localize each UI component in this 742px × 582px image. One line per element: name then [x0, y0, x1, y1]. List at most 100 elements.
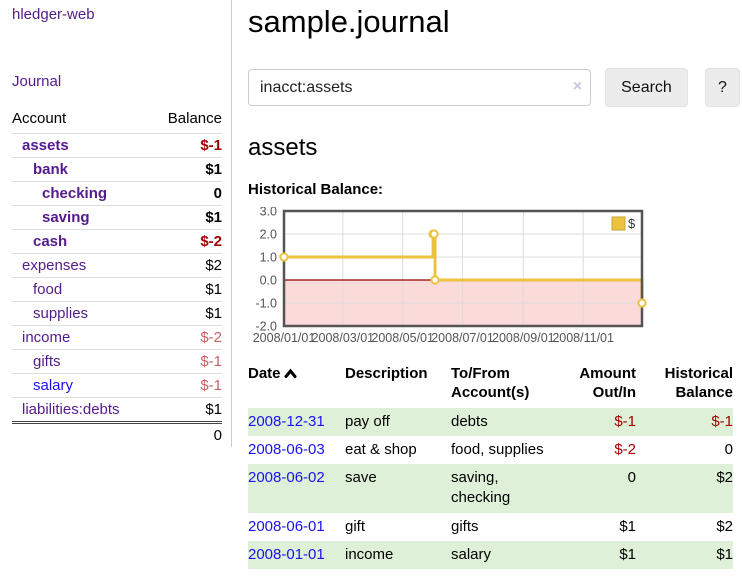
transaction-accounts: debts: [451, 412, 488, 430]
account-balance: $1: [151, 277, 222, 302]
svg-text:2008/05/01: 2008/05/01: [371, 331, 434, 345]
register-header-balance: Historical Balance: [664, 365, 733, 401]
account-balance: $-2: [151, 229, 222, 254]
transaction-date-link[interactable]: 2008-06-02: [248, 469, 325, 486]
transaction-row: 2008-06-02 save saving, checking 0 $2: [248, 464, 733, 513]
svg-text:0.0: 0.0: [260, 274, 277, 288]
svg-text:3.0: 3.0: [260, 207, 277, 219]
account-balance: $-1: [151, 349, 222, 374]
transaction-amount: $1: [619, 517, 636, 535]
transaction-accounts: salary: [451, 545, 492, 563]
transaction-accounts: food, supplies: [451, 440, 544, 458]
svg-text:2008/11/01: 2008/11/01: [552, 331, 614, 345]
transaction-description: save: [345, 469, 377, 486]
transaction-description: eat & shop: [345, 440, 417, 458]
transaction-balance: $1: [716, 545, 733, 563]
account-balance: $-1: [151, 373, 222, 398]
transaction-balance: $2: [716, 469, 733, 486]
svg-text:1.0: 1.0: [260, 251, 277, 265]
brand-link[interactable]: hledger-web: [12, 6, 95, 23]
transaction-date-link[interactable]: 2008-06-01: [248, 517, 325, 535]
sidebar-item-journal[interactable]: Journal: [12, 73, 62, 90]
accounts-header-balance: Balance: [167, 110, 222, 127]
transaction-accounts: saving, checking: [451, 469, 511, 507]
transaction-balance: 0: [724, 440, 733, 458]
sidebar: hledger-web Journal Account Balance asse…: [0, 0, 232, 447]
register-header-accounts: To/From Account(s): [451, 365, 530, 401]
account-row: cash $-2: [12, 229, 222, 254]
svg-text:-1.0: -1.0: [255, 297, 277, 311]
help-button[interactable]: ?: [704, 68, 740, 107]
transaction-amount: $-2: [614, 440, 636, 458]
account-link[interactable]: gifts: [33, 353, 61, 370]
svg-text:2008/01/01: 2008/01/01: [253, 331, 316, 345]
transaction-date-link[interactable]: 2008-12-31: [248, 412, 325, 430]
account-balance: $2: [151, 253, 222, 278]
account-row: salary $-1: [12, 373, 222, 398]
page-title: sample.journal: [248, 4, 450, 39]
account-balance: $-2: [151, 325, 222, 350]
account-balance: $1: [151, 301, 222, 326]
search-button[interactable]: Search: [605, 68, 688, 107]
account-balance: $1: [151, 397, 222, 423]
transaction-balance: $-1: [711, 412, 733, 430]
account-row: food $1: [12, 277, 222, 302]
account-balance: $-1: [151, 133, 222, 158]
svg-text:2.0: 2.0: [260, 228, 277, 242]
svg-text:2008/09/01: 2008/09/01: [492, 331, 555, 345]
account-link[interactable]: salary: [33, 377, 74, 394]
clear-search-icon[interactable]: ×: [572, 78, 583, 95]
search-bar: × Search ?: [248, 68, 740, 107]
account-link[interactable]: bank: [33, 161, 69, 178]
account-link[interactable]: saving: [42, 209, 90, 226]
search-box: ×: [248, 69, 592, 106]
transaction-accounts: gifts: [451, 517, 479, 535]
account-link[interactable]: supplies: [33, 305, 89, 322]
search-input[interactable]: [248, 69, 592, 106]
register-table: Date Description To/From Account(s) Amou…: [248, 363, 733, 569]
account-row: checking 0: [12, 181, 222, 206]
account-link[interactable]: assets: [22, 137, 69, 154]
svg-text:$: $: [628, 216, 636, 231]
historical-balance-chart: $3.0 2.0 1.0 0.0 -1.0 -2.0 2008/01/01 2008/03/0…: [248, 205, 740, 347]
account-row: bank $1: [12, 157, 222, 182]
account-link[interactable]: liabilities:debts: [22, 401, 120, 418]
accounts-header-row: Account Balance: [12, 107, 222, 134]
register-header-description: Description: [345, 365, 428, 382]
svg-text:2008/07/01: 2008/07/01: [431, 331, 494, 345]
account-heading: assets: [248, 134, 318, 161]
account-row: liabilities:debts $1: [12, 397, 222, 423]
account-row: expenses $2: [12, 253, 222, 278]
register-header-amount: Amount Out/In: [579, 365, 636, 401]
transaction-date-link[interactable]: 2008-01-01: [248, 545, 325, 563]
account-link[interactable]: expenses: [22, 257, 87, 274]
account-row: supplies $1: [12, 301, 222, 326]
transaction-row: 2008-01-01 income salary $1 $1: [248, 540, 733, 569]
transaction-balance: $2: [716, 517, 733, 535]
transaction-row: 2008-06-03 eat & shop food, supplies $-2 0: [248, 436, 733, 464]
account-link[interactable]: food: [33, 281, 63, 298]
svg-text:-2.0: -2.0: [255, 320, 277, 334]
transaction-row: 2008-06-01 gift gifts $1 $2: [248, 513, 733, 541]
account-balance: $1: [151, 157, 222, 182]
register-header-date[interactable]: Date: [248, 363, 345, 408]
transaction-description: income: [345, 545, 394, 563]
chart-title: Historical Balance:: [248, 181, 384, 198]
account-link[interactable]: checking: [42, 185, 108, 202]
accounts-total-row: 0: [12, 421, 222, 447]
transaction-amount: $-1: [614, 412, 636, 430]
account-row: assets $-1: [12, 133, 222, 158]
account-balance: $1: [151, 205, 222, 230]
account-row: income $-2: [12, 325, 222, 350]
sort-ascending-icon: [284, 366, 297, 385]
account-link[interactable]: cash: [33, 233, 68, 250]
transaction-description: pay off: [345, 412, 390, 430]
accounts-header-account: Account: [12, 110, 67, 127]
accounts-total-value: 0: [151, 421, 222, 447]
account-balance: 0: [151, 181, 222, 206]
accounts-table: Account Balance assets $-1 bank $1 checking 0…: [12, 107, 222, 447]
svg-text:2008/03/01: 2008/03/01: [312, 331, 375, 345]
account-link[interactable]: income: [22, 329, 71, 346]
transaction-date-link[interactable]: 2008-06-03: [248, 440, 325, 458]
account-row: saving $1: [12, 205, 222, 230]
